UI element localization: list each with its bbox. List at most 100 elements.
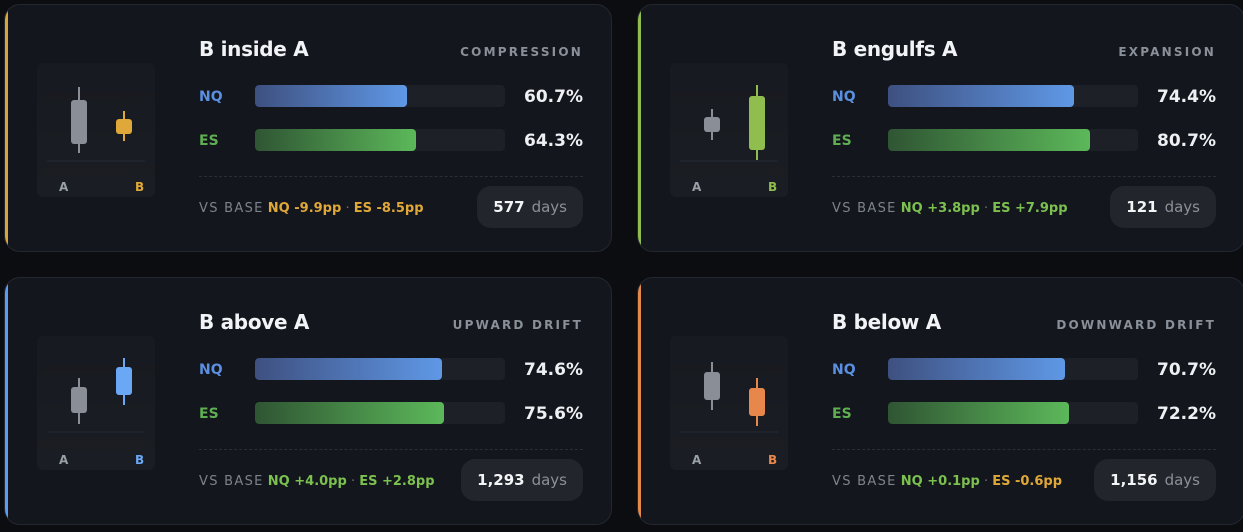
nq-bar-track <box>888 85 1138 107</box>
days-unit: days <box>531 198 567 216</box>
es-bar-track <box>888 129 1138 151</box>
candle-a-body <box>71 100 87 144</box>
days-count-pill: 577 days <box>477 186 583 228</box>
es-label: ES <box>199 406 219 422</box>
separator-dot: · <box>983 474 989 489</box>
days-unit: days <box>1164 471 1200 489</box>
separator-dot: · <box>983 201 989 216</box>
candle-b-body <box>116 119 132 134</box>
vs-base-label: VS BASE <box>199 474 264 489</box>
es-bar-track <box>888 402 1138 424</box>
days-count: 1,156 <box>1110 471 1158 489</box>
candle-a-label: A <box>692 453 702 467</box>
card-accent-bar <box>5 5 8 251</box>
days-count: 577 <box>493 198 525 216</box>
candle-b-body <box>749 388 765 416</box>
card-title: B inside A <box>199 37 309 61</box>
candle-b-body <box>116 367 132 395</box>
card-accent-bar <box>5 278 8 524</box>
card-tag: DOWNWARD DRIFT <box>1056 318 1216 332</box>
es-percentage: 80.7% <box>1157 131 1216 151</box>
es-delta: ES -0.6pp <box>992 474 1063 489</box>
es-bar-track <box>255 402 505 424</box>
nq-bar-track <box>255 85 505 107</box>
pattern-card-engulfs[interactable]: A B B engulfs A EXPANSION NQ 74.4% ES 80… <box>637 4 1243 252</box>
candle-b-body <box>749 96 765 150</box>
separator-dot: · <box>350 474 356 489</box>
vs-base-label: VS BASE <box>199 201 264 216</box>
candle-diagram: A B <box>670 63 788 197</box>
days-count-pill: 1,293 days <box>461 459 583 501</box>
nq-delta: NQ +4.0pp <box>267 474 347 489</box>
candle-a-body <box>704 117 720 132</box>
divider <box>832 176 1216 177</box>
vs-base-label: VS BASE <box>832 474 897 489</box>
es-percentage: 75.6% <box>524 404 583 424</box>
candle-a-body <box>71 387 87 413</box>
card-accent-bar <box>638 5 641 251</box>
candle-diagram-svg <box>680 362 778 433</box>
vs-base-line: VS BASE NQ +3.8pp · ES +7.9pp <box>832 201 1068 216</box>
divider <box>199 176 583 177</box>
days-count-pill: 1,156 days <box>1094 459 1216 501</box>
card-tag: UPWARD DRIFT <box>452 318 583 332</box>
pattern-card-above[interactable]: A B B above A UPWARD DRIFT NQ 74.6% ES 7… <box>4 277 612 525</box>
days-unit: days <box>531 471 567 489</box>
es-delta: ES -8.5pp <box>353 201 424 216</box>
nq-bar-fill <box>255 85 407 107</box>
divider <box>199 449 583 450</box>
es-delta: ES +7.9pp <box>992 201 1068 216</box>
candle-diagram: A B <box>37 63 155 197</box>
candle-b-label: B <box>135 180 145 194</box>
candle-a-label: A <box>59 180 69 194</box>
vs-base-line: VS BASE NQ +0.1pp · ES -0.6pp <box>832 474 1062 489</box>
nq-delta: NQ +3.8pp <box>900 201 980 216</box>
nq-percentage: 74.6% <box>524 360 583 380</box>
divider <box>832 449 1216 450</box>
nq-bar-track <box>255 358 505 380</box>
candle-a-body <box>704 372 720 400</box>
es-bar-fill <box>888 402 1069 424</box>
card-title: B engulfs A <box>832 37 958 61</box>
es-percentage: 72.2% <box>1157 404 1216 424</box>
days-count: 1,293 <box>477 471 525 489</box>
nq-bar-fill <box>888 358 1065 380</box>
nq-bar-track <box>888 358 1138 380</box>
card-title: B below A <box>832 310 941 334</box>
es-label: ES <box>832 133 852 149</box>
nq-percentage: 60.7% <box>524 87 583 107</box>
es-bar-fill <box>255 402 444 424</box>
separator-dot: · <box>345 201 350 216</box>
nq-label: NQ <box>832 89 856 105</box>
nq-label: NQ <box>199 362 223 378</box>
es-bar-fill <box>888 129 1090 151</box>
card-tag: EXPANSION <box>1118 45 1216 59</box>
card-tag: COMPRESSION <box>460 45 583 59</box>
pattern-card-inside[interactable]: A B B inside A COMPRESSION NQ 60.7% ES 6… <box>4 4 612 252</box>
vs-base-line: VS BASE NQ +4.0pp · ES +2.8pp <box>199 474 435 489</box>
card-accent-bar <box>638 278 641 524</box>
nq-bar-fill <box>888 85 1074 107</box>
nq-delta: NQ -9.9pp <box>267 201 342 216</box>
candle-diagram: A B <box>37 336 155 470</box>
nq-percentage: 70.7% <box>1157 360 1216 380</box>
nq-delta: NQ +0.1pp <box>900 474 980 489</box>
nq-label: NQ <box>199 89 223 105</box>
nq-bar-fill <box>255 358 442 380</box>
candle-a-label: A <box>692 180 702 194</box>
pattern-card-below[interactable]: A B B below A DOWNWARD DRIFT NQ 70.7% ES… <box>637 277 1243 525</box>
card-title: B above A <box>199 310 310 334</box>
days-count: 121 <box>1126 198 1158 216</box>
es-label: ES <box>199 133 219 149</box>
vs-base-label: VS BASE <box>832 201 897 216</box>
es-label: ES <box>832 406 852 422</box>
nq-percentage: 74.4% <box>1157 87 1216 107</box>
candle-b-label: B <box>768 453 778 467</box>
days-unit: days <box>1164 198 1200 216</box>
candle-diagram-svg <box>47 358 145 433</box>
candle-b-label: B <box>768 180 778 194</box>
es-bar-fill <box>255 129 416 151</box>
candle-diagram: A B <box>670 336 788 470</box>
vs-base-line: VS BASE NQ -9.9pp · ES -8.5pp <box>199 201 424 216</box>
days-count-pill: 121 days <box>1110 186 1216 228</box>
